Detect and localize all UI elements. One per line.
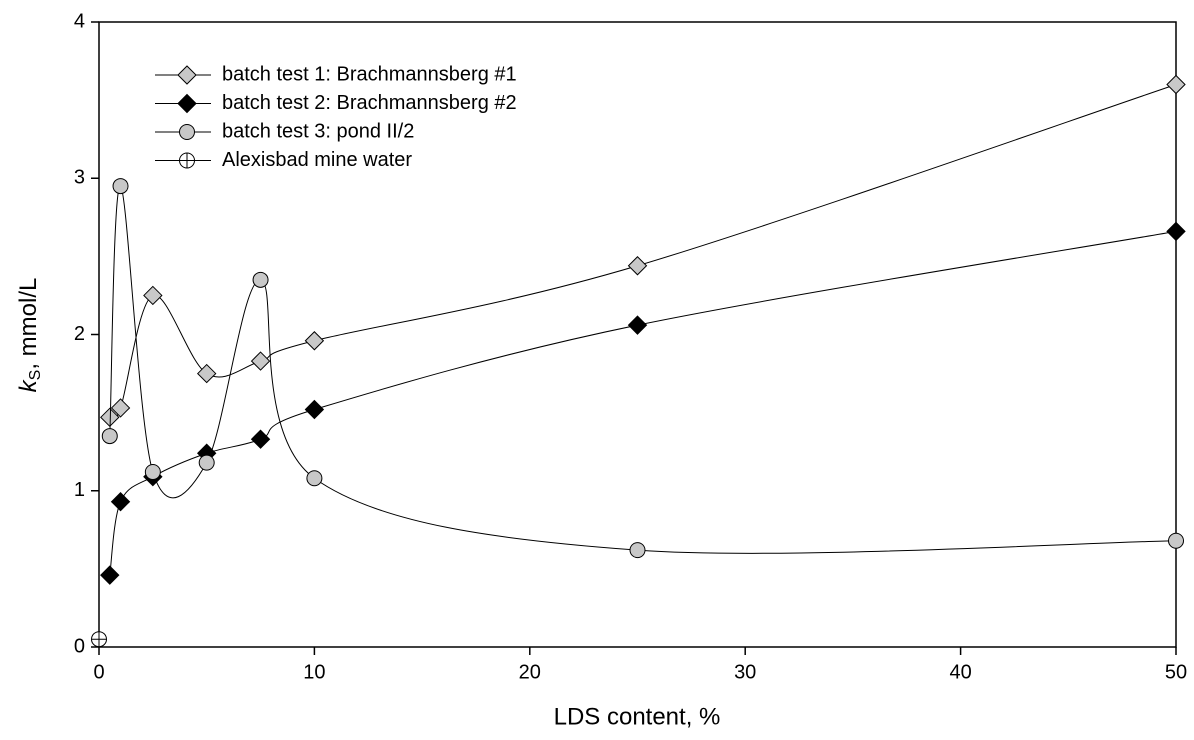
marker [250,351,271,371]
y-axis-title: kS, mmol/L [15,278,44,393]
legend-label: batch test 2: Brachmannsberg #2 [222,92,517,114]
marker [627,256,648,276]
marker-cross [91,631,107,647]
marker [1168,532,1184,549]
y-tick-label: 4 [74,10,85,32]
marker [304,399,325,420]
marker [144,464,161,480]
legend-label: batch test 1: Brachmannsberg #1 [222,63,517,85]
x-tick-label: 0 [93,661,104,683]
y-tick-label: 2 [74,323,85,345]
legend-label: Alexisbad mine water [222,149,412,171]
x-tick-label: 30 [734,661,756,683]
x-axis-title: LDS content, % [554,703,721,730]
marker [177,93,197,114]
x-tick-label: 10 [303,661,325,683]
marker [1166,221,1186,242]
marker [306,470,323,487]
y-axis-subscript: S [27,370,44,381]
marker [177,65,197,85]
x-tick-label: 40 [949,661,971,683]
marker [198,454,215,471]
marker-cross [179,153,195,168]
y-tick-label: 1 [74,479,85,501]
y-axis-unit: , mmol/L [15,278,42,370]
marker [110,491,131,512]
marker [112,178,129,195]
marker [179,124,195,140]
marker [252,271,269,288]
y-tick-label: 3 [74,167,85,189]
marker [304,331,325,351]
marker [196,363,217,384]
x-tick-label: 20 [519,661,541,683]
x-tick-label: 50 [1165,661,1187,683]
marker [629,542,646,559]
marker [250,429,271,449]
marker [1166,74,1186,95]
y-tick-label: 0 [74,635,85,657]
series-line [109,185,1177,554]
marker [143,285,163,306]
series-line [109,230,1177,576]
marker [100,565,120,585]
y-axis-symbol: k [15,378,42,392]
marker [101,428,118,445]
legend-label: batch test 3: pond II/2 [222,120,414,142]
marker [627,315,648,335]
marker [110,398,131,418]
